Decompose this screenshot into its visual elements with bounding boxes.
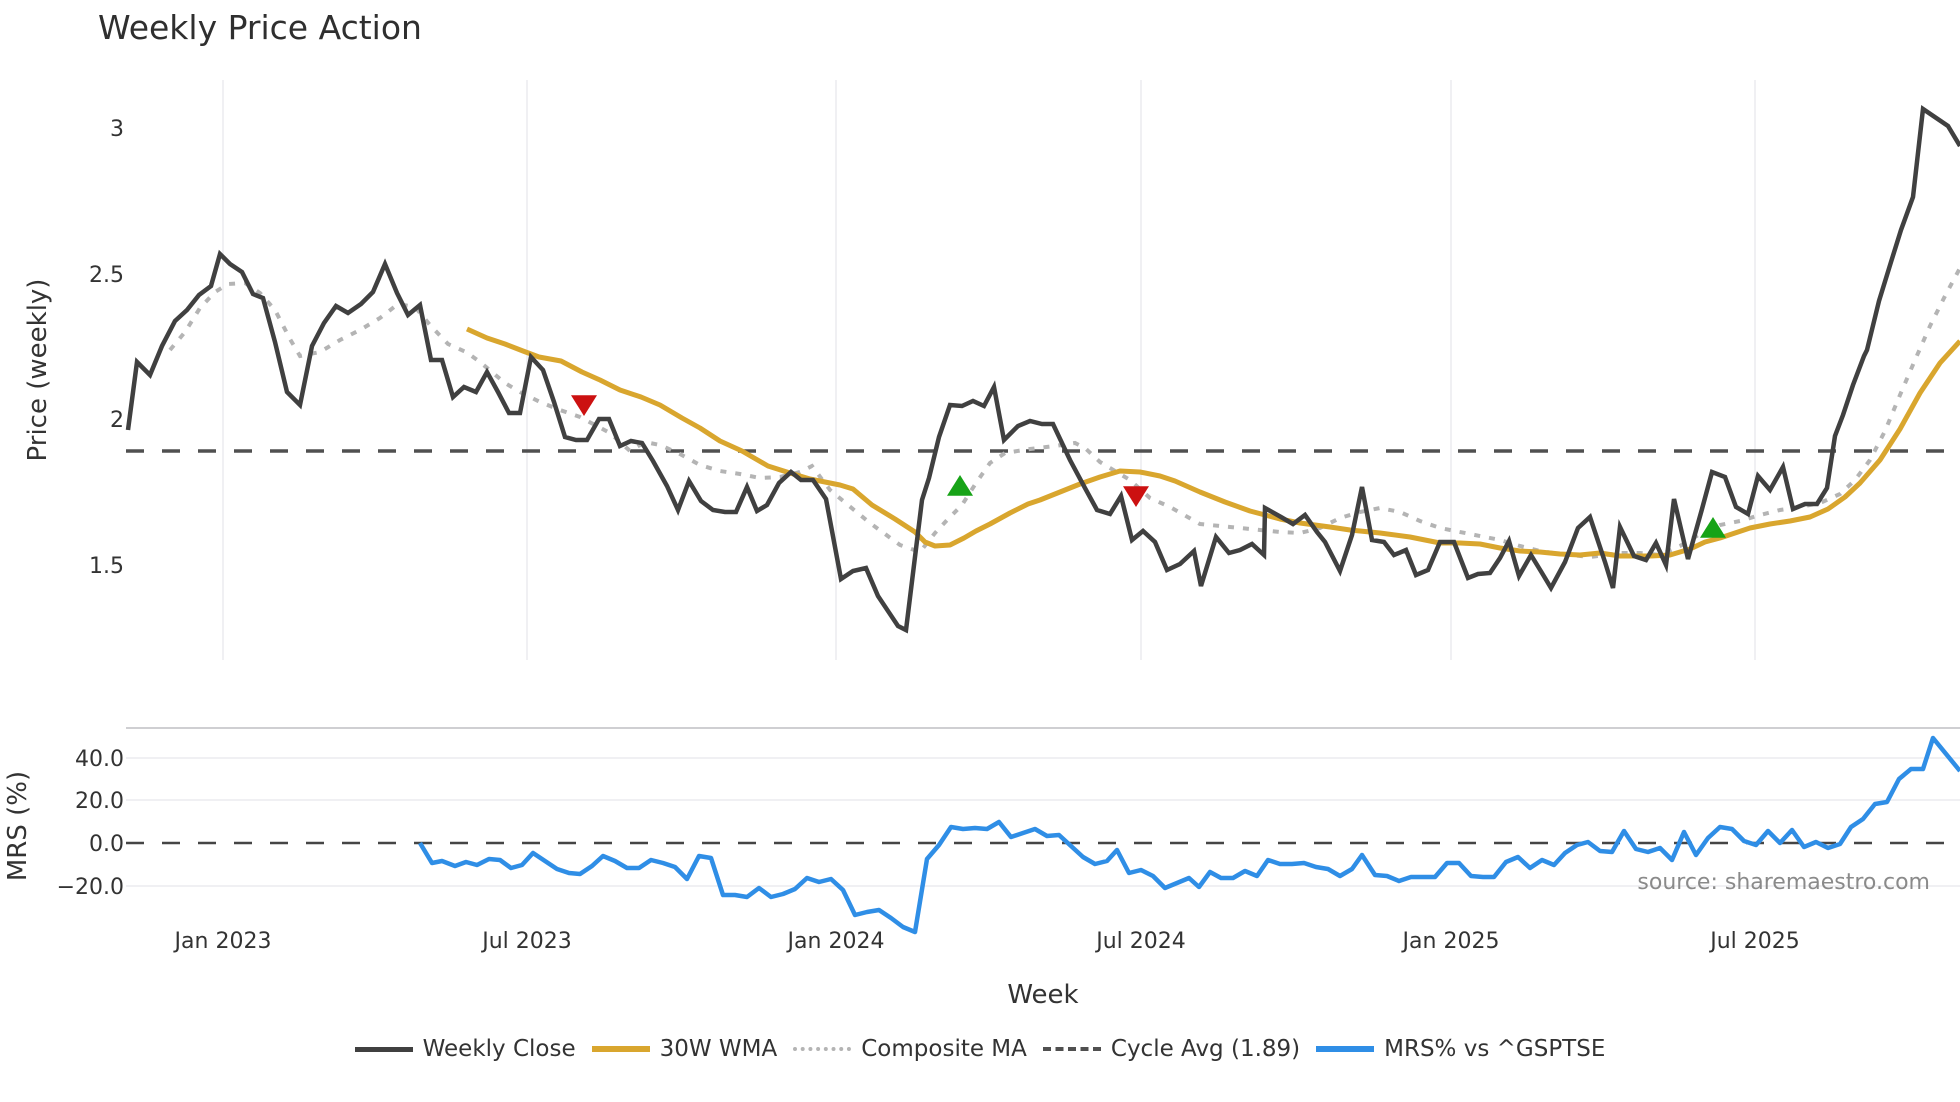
legend-swatch-dashed-icon [1042, 1047, 1101, 1051]
weekly-close-line [125, 105, 1960, 634]
mrs-tick-0: 0.0 [89, 832, 124, 857]
mrs-tick-neg20: −20.0 [57, 875, 124, 900]
wma-line [465, 326, 1960, 559]
x-tick-jul-2025: Jul 2025 [1708, 929, 1800, 954]
legend-item-cycle-avg[interactable]: Cycle Avg (1.89) [1042, 1036, 1301, 1062]
buy-signal-up-triangle-icon [1700, 517, 1726, 538]
buy-signal-up-triangle-icon [947, 475, 973, 496]
sell-signal-down-triangle-icon [1123, 486, 1149, 507]
price-tick-3: 3 [110, 117, 124, 142]
sell-signal-down-triangle-icon [571, 395, 597, 416]
composite-ma-line [168, 267, 1960, 560]
x-tick-jul-2023: Jul 2023 [480, 929, 572, 954]
price-tick-2.5: 2.5 [89, 263, 124, 288]
legend-label: MRS% vs ^GSPTSE [1384, 1036, 1606, 1062]
legend-item-weekly-close[interactable]: Weekly Close [354, 1036, 576, 1062]
x-tick-jan-2024: Jan 2024 [786, 929, 885, 954]
price-y-ticks: 3 2.5 2 1.5 [89, 117, 124, 579]
price-y-label: Price (weekly) [23, 279, 53, 462]
signal-markers [571, 395, 1726, 538]
x-axis-label: Week [1007, 980, 1078, 1010]
mrs-line [418, 735, 1960, 935]
mrs-y-ticks: 40.0 20.0 0.0 −20.0 [57, 747, 124, 900]
mrs-tick-20: 20.0 [75, 789, 124, 814]
legend-swatch-dotted-icon [793, 1047, 852, 1051]
mrs-y-label: MRS (%) [3, 771, 33, 881]
legend-label: Composite MA [861, 1036, 1027, 1062]
mrs-tick-40: 40.0 [75, 747, 124, 772]
x-tick-jul-2024: Jul 2024 [1094, 929, 1186, 954]
x-tick-jan-2023: Jan 2023 [173, 929, 272, 954]
x-tick-jan-2025: Jan 2025 [1401, 929, 1500, 954]
source-credit: source: sharemaestro.com [1637, 870, 1930, 895]
mrs-grid [126, 757, 1960, 887]
legend-swatch-solid-icon [1316, 1046, 1375, 1052]
legend-item-mrs[interactable]: MRS% vs ^GSPTSE [1316, 1036, 1605, 1062]
legend-swatch-solid-icon [591, 1046, 650, 1052]
legend-swatch-solid-icon [354, 1046, 413, 1052]
legend: Weekly Close 30W WMA Composite MA Cycle … [0, 1036, 1960, 1062]
x-ticks: Jan 2023 Jul 2023 Jan 2024 Jul 2024 Jan … [173, 929, 1800, 954]
legend-label: 30W WMA [659, 1036, 778, 1062]
price-grid [222, 80, 1756, 660]
chart-title: Weekly Price Action [98, 8, 422, 47]
legend-label: Cycle Avg (1.89) [1110, 1036, 1301, 1062]
legend-item-wma[interactable]: 30W WMA [591, 1036, 778, 1062]
legend-label: Weekly Close [422, 1036, 576, 1062]
price-tick-1.5: 1.5 [89, 554, 124, 579]
price-tick-2: 2 [110, 408, 124, 433]
legend-item-composite-ma[interactable]: Composite MA [793, 1036, 1027, 1062]
